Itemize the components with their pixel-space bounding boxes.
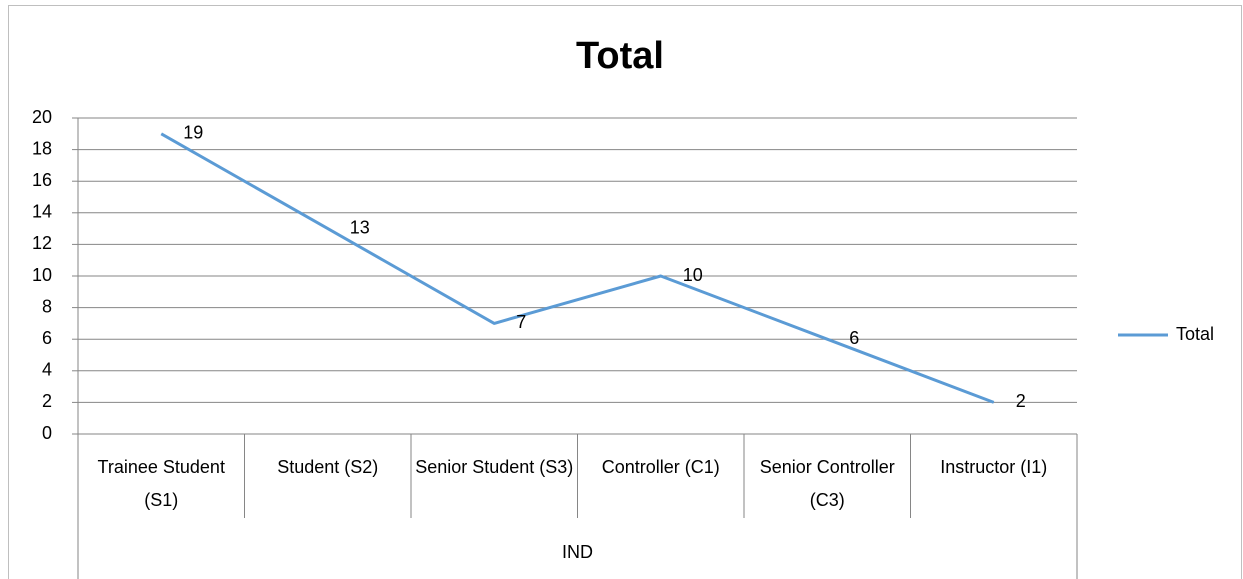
y-tick-label: 4: [42, 360, 52, 380]
x-tick-label: Controller (C1): [601, 457, 720, 477]
y-tick-label: 2: [42, 391, 52, 411]
data-label: 2: [1016, 391, 1026, 411]
y-tick-label: 20: [32, 107, 52, 127]
y-tick-label: 18: [32, 138, 52, 158]
x-tick-label: Senior Controller (C3): [759, 457, 895, 510]
x-tick-label: Student (S2): [277, 457, 379, 477]
data-label: 10: [683, 265, 703, 285]
group-label: IND: [562, 542, 593, 562]
chart-frame: [8, 5, 1242, 579]
x-tick-label: Instructor (I1): [940, 457, 1048, 477]
data-label: 13: [350, 217, 370, 237]
chart-title: Total: [576, 35, 664, 77]
data-label: 6: [849, 328, 859, 348]
y-tick-label: 8: [42, 296, 52, 316]
x-tick-label: Senior Student (S3): [415, 457, 574, 477]
y-tick-label: 10: [32, 265, 52, 285]
y-tick-label: 16: [32, 170, 52, 190]
legend-label: Total: [1176, 324, 1214, 344]
y-tick-label: 6: [42, 328, 52, 348]
series-line: [160, 132, 995, 404]
data-label: 19: [183, 123, 203, 143]
data-label: 7: [516, 312, 526, 332]
y-tick-label: 0: [42, 423, 52, 443]
y-tick-label: 12: [32, 233, 52, 253]
x-tick-label: Trainee Student (S1): [97, 457, 225, 510]
y-tick-label: 14: [32, 202, 52, 222]
